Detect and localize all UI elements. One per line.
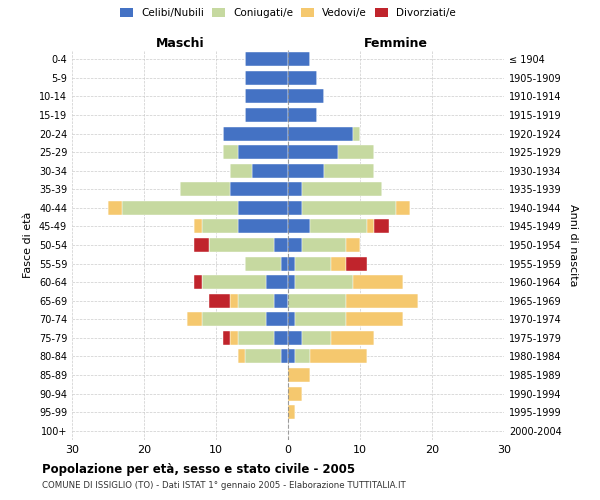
Bar xyxy=(238,201,288,215)
Bar xyxy=(374,220,389,234)
Bar xyxy=(245,256,281,270)
Bar xyxy=(288,108,317,122)
Bar xyxy=(367,220,374,234)
Bar xyxy=(266,275,288,289)
Text: Popolazione per età, sesso e stato civile - 2005: Popolazione per età, sesso e stato civil… xyxy=(42,462,355,475)
Bar xyxy=(245,52,288,66)
Bar xyxy=(288,350,295,364)
Bar xyxy=(346,294,418,308)
Legend: Celibi/Nubili, Coniugati/e, Vedovi/e, Divorziati/e: Celibi/Nubili, Coniugati/e, Vedovi/e, Di… xyxy=(120,8,456,18)
Bar xyxy=(274,331,288,345)
Bar xyxy=(230,294,238,308)
Bar xyxy=(180,182,230,196)
Bar xyxy=(245,108,288,122)
Bar xyxy=(266,312,288,326)
Bar xyxy=(245,350,281,364)
Y-axis label: Fasce di età: Fasce di età xyxy=(23,212,33,278)
Bar xyxy=(194,275,202,289)
Bar xyxy=(288,52,310,66)
Bar xyxy=(288,145,338,159)
Bar xyxy=(223,331,230,345)
Bar xyxy=(202,220,238,234)
Bar xyxy=(122,201,238,215)
Bar xyxy=(288,386,302,400)
Bar xyxy=(288,405,295,419)
Bar xyxy=(209,294,230,308)
Bar xyxy=(288,238,302,252)
Bar xyxy=(346,238,360,252)
Text: COMUNE DI ISSIGLIO (TO) - Dati ISTAT 1° gennaio 2005 - Elaborazione TUTTITALIA.I: COMUNE DI ISSIGLIO (TO) - Dati ISTAT 1° … xyxy=(42,481,406,490)
Bar xyxy=(331,331,374,345)
Bar xyxy=(187,312,202,326)
Text: Femmine: Femmine xyxy=(364,37,428,50)
Bar xyxy=(288,331,302,345)
Bar xyxy=(194,238,209,252)
Bar xyxy=(238,294,274,308)
Bar xyxy=(295,350,310,364)
Bar xyxy=(396,201,410,215)
Bar xyxy=(346,312,403,326)
Bar xyxy=(230,331,238,345)
Bar xyxy=(238,220,288,234)
Bar xyxy=(108,201,122,215)
Bar xyxy=(245,71,288,85)
Bar xyxy=(302,201,396,215)
Bar xyxy=(302,182,382,196)
Bar xyxy=(281,256,288,270)
Bar xyxy=(288,256,295,270)
Bar xyxy=(353,275,403,289)
Bar xyxy=(310,220,367,234)
Bar xyxy=(288,201,302,215)
Bar xyxy=(288,220,310,234)
Bar xyxy=(302,331,331,345)
Bar xyxy=(288,126,353,140)
Bar xyxy=(238,145,288,159)
Bar xyxy=(310,350,367,364)
Bar xyxy=(202,275,266,289)
Bar xyxy=(288,71,317,85)
Bar xyxy=(274,294,288,308)
Y-axis label: Anni di nascita: Anni di nascita xyxy=(568,204,578,286)
Bar xyxy=(209,238,274,252)
Bar xyxy=(238,350,245,364)
Bar xyxy=(194,220,202,234)
Bar xyxy=(238,331,274,345)
Bar xyxy=(288,182,302,196)
Bar xyxy=(288,368,310,382)
Bar xyxy=(324,164,374,177)
Bar xyxy=(281,350,288,364)
Bar xyxy=(274,238,288,252)
Bar xyxy=(295,275,353,289)
Bar xyxy=(338,145,374,159)
Bar xyxy=(252,164,288,177)
Bar xyxy=(288,164,324,177)
Bar xyxy=(302,238,346,252)
Bar xyxy=(331,256,346,270)
Bar xyxy=(288,90,324,104)
Bar xyxy=(230,182,288,196)
Bar xyxy=(288,312,295,326)
Bar xyxy=(295,256,331,270)
Bar xyxy=(346,256,367,270)
Bar xyxy=(223,145,238,159)
Bar xyxy=(202,312,266,326)
Bar xyxy=(230,164,252,177)
Bar xyxy=(353,126,360,140)
Bar xyxy=(295,312,346,326)
Bar xyxy=(288,294,346,308)
Bar xyxy=(223,126,288,140)
Text: Maschi: Maschi xyxy=(155,37,205,50)
Bar xyxy=(245,90,288,104)
Bar xyxy=(288,275,295,289)
